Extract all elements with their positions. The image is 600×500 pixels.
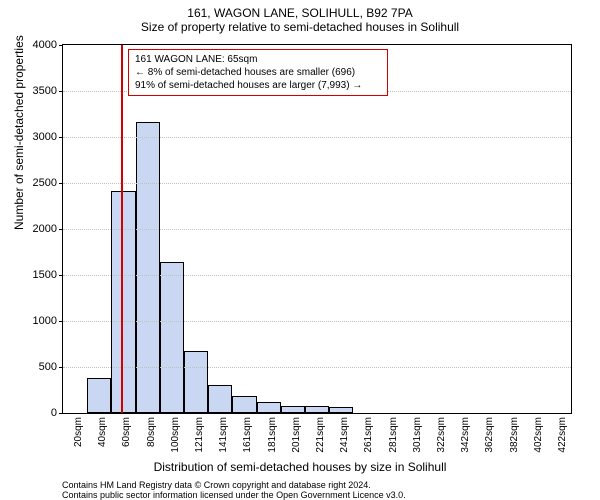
y-tick-label: 500 (39, 361, 63, 373)
gridline (63, 183, 571, 184)
x-axis-label: Distribution of semi-detached houses by … (0, 460, 600, 474)
x-tick-label: 80sqm (146, 417, 157, 447)
x-tick-label: 422sqm (557, 417, 568, 453)
x-tick-label: 60sqm (121, 417, 132, 447)
histogram-bar (232, 396, 256, 413)
chart-title-address: 161, WAGON LANE, SOLIHULL, B92 7PA (0, 0, 600, 20)
x-tick-label: 141sqm (218, 417, 229, 453)
x-tick-label: 261sqm (363, 417, 374, 453)
gridline (63, 367, 571, 368)
x-tick-label: 121sqm (194, 417, 205, 453)
x-tick-label: 221sqm (315, 417, 326, 453)
x-tick-label: 241sqm (339, 417, 350, 453)
x-tick-label: 181sqm (267, 417, 278, 453)
x-tick-label: 281sqm (388, 417, 399, 453)
chart-container: 161, WAGON LANE, SOLIHULL, B92 7PA Size … (0, 0, 600, 500)
gridline (63, 321, 571, 322)
x-tick-label: 362sqm (484, 417, 495, 453)
x-tick-label: 382sqm (509, 417, 520, 453)
callout-box: 161 WAGON LANE: 65sqm← 8% of semi-detach… (128, 49, 388, 96)
histogram-bar (87, 378, 111, 413)
histogram-bar (184, 351, 208, 413)
y-tick-label: 1500 (33, 269, 63, 281)
y-tick-label: 2000 (33, 223, 63, 235)
x-tick-label: 201sqm (291, 417, 302, 453)
y-tick-label: 3500 (33, 85, 63, 97)
callout-title: 161 WAGON LANE: 65sqm (135, 53, 381, 66)
callout-stat: 91% of semi-detached houses are larger (… (135, 79, 381, 92)
histogram-bar (136, 122, 160, 413)
histogram-bar (305, 406, 329, 413)
gridline (63, 229, 571, 230)
y-tick-label: 0 (51, 407, 63, 419)
reference-line (121, 45, 123, 413)
gridline (63, 275, 571, 276)
gridline (63, 137, 571, 138)
y-tick-label: 1000 (33, 315, 63, 327)
histogram-plot: 0500100015002000250030003500400020sqm40s… (62, 44, 572, 414)
histogram-bar (208, 385, 232, 413)
source-caption: Contains HM Land Registry data © Crown c… (62, 480, 406, 500)
x-tick-label: 100sqm (170, 417, 181, 453)
x-tick-label: 161sqm (242, 417, 253, 453)
x-tick-label: 342sqm (460, 417, 471, 453)
y-axis-label: Number of semi-detached properties (12, 35, 26, 230)
x-tick-label: 322sqm (436, 417, 447, 453)
histogram-bar (111, 191, 135, 413)
histogram-bar (281, 406, 305, 413)
x-tick-label: 20sqm (73, 417, 84, 447)
x-tick-label: 301sqm (412, 417, 423, 453)
x-tick-label: 40sqm (97, 417, 108, 447)
histogram-bar (160, 262, 184, 413)
chart-subtitle: Size of property relative to semi-detach… (0, 20, 600, 34)
caption-line: Contains HM Land Registry data © Crown c… (62, 480, 406, 490)
caption-line: Contains public sector information licen… (62, 490, 406, 500)
y-tick-label: 3000 (33, 131, 63, 143)
histogram-bar (257, 402, 281, 413)
callout-stat: ← 8% of semi-detached houses are smaller… (135, 66, 381, 79)
y-tick-label: 4000 (33, 39, 63, 51)
x-tick-label: 402sqm (533, 417, 544, 453)
histogram-bar (329, 407, 353, 413)
y-tick-label: 2500 (33, 177, 63, 189)
